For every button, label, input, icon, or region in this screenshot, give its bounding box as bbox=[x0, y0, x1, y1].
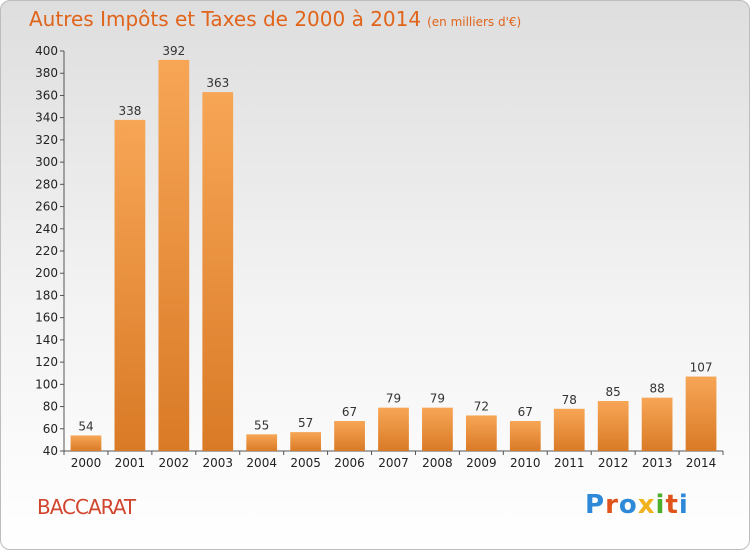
chart-title: Autres Impôts et Taxes de 2000 à 2014 (en… bbox=[29, 7, 521, 31]
x-tick-label: 2001 bbox=[115, 456, 146, 470]
x-tick-label: 2014 bbox=[686, 456, 717, 470]
bar-value-label: 78 bbox=[562, 393, 577, 407]
y-tick-label: 200 bbox=[35, 266, 58, 280]
y-tick-label: 240 bbox=[35, 222, 58, 236]
y-tick-label: 340 bbox=[35, 111, 58, 125]
bar bbox=[246, 434, 278, 451]
y-tick-label: 220 bbox=[35, 244, 58, 258]
y-tick-label: 300 bbox=[35, 155, 58, 169]
bar-value-label: 363 bbox=[206, 76, 229, 90]
y-tick-label: 320 bbox=[35, 133, 58, 147]
bar-value-label: 55 bbox=[254, 418, 269, 432]
bar-value-label: 79 bbox=[386, 392, 401, 406]
bar-value-label: 72 bbox=[474, 399, 489, 413]
x-tick-label: 2002 bbox=[159, 456, 190, 470]
bar bbox=[597, 401, 629, 451]
x-tick-label: 2006 bbox=[334, 456, 365, 470]
chart-title-text: Autres Impôts et Taxes de 2000 à 2014 bbox=[29, 7, 422, 31]
y-tick-label: 380 bbox=[35, 66, 58, 80]
bar bbox=[202, 92, 234, 451]
x-tick-label: 2000 bbox=[71, 456, 102, 470]
y-tick-label: 280 bbox=[35, 177, 58, 191]
bar-value-label: 67 bbox=[518, 405, 533, 419]
bar bbox=[685, 376, 717, 451]
commune-name: BACCARAT bbox=[37, 495, 136, 519]
y-tick-label: 40 bbox=[43, 444, 58, 458]
bar-value-label: 54 bbox=[78, 419, 93, 433]
logo-letter: t bbox=[665, 490, 679, 520]
x-tick-label: 2004 bbox=[246, 456, 277, 470]
bar bbox=[70, 435, 102, 451]
bar bbox=[114, 119, 146, 451]
y-tick-label: 260 bbox=[35, 200, 58, 214]
x-tick-label: 2013 bbox=[642, 456, 673, 470]
bar-value-label: 57 bbox=[298, 416, 313, 430]
x-tick-label: 2007 bbox=[378, 456, 409, 470]
axes: 40 60 80 100 120 140 160 180 200 220 240 260 280 300 3… bbox=[35, 44, 724, 470]
x-tick-label: 2011 bbox=[554, 456, 585, 470]
x-tick-label: 2012 bbox=[598, 456, 629, 470]
bar bbox=[422, 407, 453, 451]
y-tick-label: 60 bbox=[43, 422, 58, 436]
y-tick-label: 100 bbox=[35, 377, 58, 391]
x-tick-label: 2005 bbox=[290, 456, 321, 470]
y-tick-label: 140 bbox=[35, 333, 58, 347]
bar-value-label: 107 bbox=[690, 361, 713, 375]
chart-subtitle: (en milliers d'€) bbox=[427, 15, 522, 29]
bar bbox=[378, 407, 409, 451]
x-tick-label: 2010 bbox=[510, 456, 541, 470]
bar-value-label: 67 bbox=[342, 405, 357, 419]
y-tick-label: 160 bbox=[35, 311, 58, 325]
y-tick-label: 400 bbox=[35, 44, 58, 58]
bars: 54 338 392 363 55 57 67 79 79 72 67 78 85 88 107 bbox=[70, 44, 717, 452]
logo-letter: P bbox=[585, 490, 606, 520]
bar-value-label: 79 bbox=[430, 392, 445, 406]
bar-value-label: 85 bbox=[606, 385, 621, 399]
logo-letter: i bbox=[655, 490, 666, 520]
bar bbox=[553, 408, 585, 451]
bar-value-label: 88 bbox=[649, 382, 664, 396]
bar bbox=[641, 397, 673, 451]
y-tick-label: 360 bbox=[35, 88, 58, 102]
y-tick-label: 180 bbox=[35, 288, 58, 302]
bar bbox=[290, 432, 322, 451]
x-tick-label: 2009 bbox=[466, 456, 497, 470]
y-tick-label: 80 bbox=[43, 400, 58, 414]
logo-letter: o bbox=[618, 490, 638, 520]
bar bbox=[158, 59, 190, 452]
logo-letter: i bbox=[678, 490, 689, 520]
y-tick-label: 120 bbox=[35, 355, 58, 369]
x-tick-label: 2003 bbox=[202, 456, 233, 470]
bar bbox=[334, 421, 365, 451]
bar-value-label: 392 bbox=[162, 44, 185, 58]
logo-letter: r bbox=[605, 490, 619, 520]
bar-value-label: 338 bbox=[118, 104, 141, 118]
bar bbox=[509, 421, 541, 451]
x-tick-label: 2008 bbox=[422, 456, 453, 470]
logo-letter: x bbox=[637, 490, 656, 520]
proxiti-logo: Proxiti bbox=[585, 490, 689, 520]
bar bbox=[465, 415, 497, 451]
